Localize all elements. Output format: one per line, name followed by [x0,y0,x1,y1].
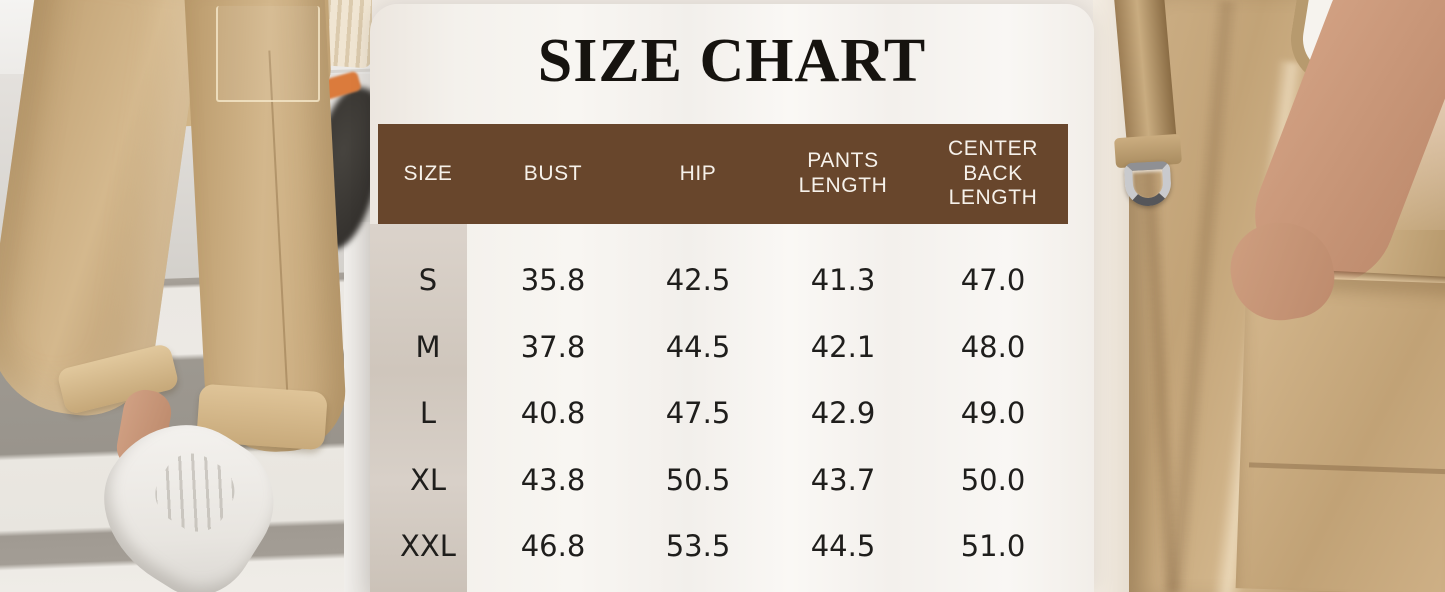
center-back-length-value: 50.0 [960,462,1026,497]
pants-patch-pocket [216,6,320,102]
hip-value: 44.5 [665,329,731,364]
left-photo-khaki-pants [0,0,372,592]
table-row: XXL 46.8 53.5 44.5 51.0 [378,513,1068,580]
column-header-center-back-length: CENTER BACK LENGTH [948,136,1038,210]
hip-value: 47.5 [665,396,731,431]
size-label: M [415,329,441,364]
bust-value: 40.8 [520,396,586,431]
table-row: S 35.8 42.5 41.3 47.0 [378,247,1068,314]
table-header-row: SIZE BUST HIP PANTS LENGTH CENTER BACK L… [378,124,1068,224]
pants-length-value: 43.7 [810,462,876,497]
right-photo-khaki-jumpsuit [1093,0,1445,592]
bust-value: 35.8 [520,263,586,298]
hip-value: 42.5 [665,263,731,298]
table-row: XL 43.8 50.5 43.7 50.0 [378,447,1068,514]
pants-length-value: 42.9 [810,396,876,431]
column-header-pants-length: PANTS LENGTH [798,149,888,197]
center-back-length-value: 47.0 [960,263,1026,298]
size-chart-panel: SIZE CHART SIZE BUST HIP PANTS LENGTH CE… [370,4,1094,592]
table-row: L 40.8 47.5 42.9 49.0 [378,380,1068,447]
jumpsuit-patch-pocket [1235,276,1445,592]
size-column-strip [370,224,467,592]
size-label: XXL [400,529,456,564]
column-header-bust: BUST [523,161,583,185]
center-back-length-value: 51.0 [960,529,1026,564]
white-pole [344,222,372,592]
table-body: S 35.8 42.5 41.3 47.0 M 37.8 44.5 42.1 4… [378,247,1068,587]
center-back-length-value: 48.0 [960,329,1026,364]
hip-value: 50.5 [665,462,731,497]
center-back-length-value: 49.0 [960,396,1026,431]
pants-length-value: 42.1 [810,329,876,364]
hip-value: 53.5 [665,529,731,564]
column-header-hip: HIP [679,161,717,185]
bust-value: 46.8 [520,529,586,564]
table-row: M 37.8 44.5 42.1 48.0 [378,314,1068,381]
size-label: L [419,396,437,431]
size-label: S [418,263,438,298]
column-header-size: SIZE [403,161,453,185]
page-title: SIZE CHART [537,27,927,95]
pants-length-value: 41.3 [810,263,876,298]
pants-length-value: 44.5 [810,529,876,564]
bust-value: 43.8 [520,462,586,497]
size-label: XL [409,462,447,497]
bust-value: 37.8 [520,329,586,364]
